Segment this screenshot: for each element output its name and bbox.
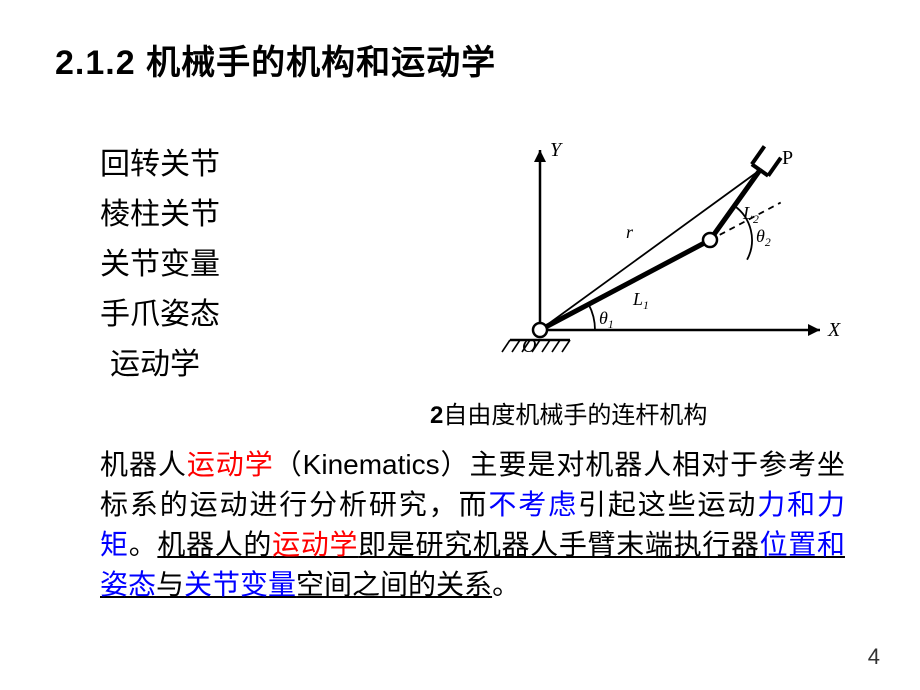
u-text: 与 [156,570,184,601]
svg-text:r: r [626,222,634,242]
kinematics-red-1: 运动学 [187,450,274,481]
u-text: 空间之间的关系 [296,570,492,601]
definition-underlined: 机器人的运动学即是研究机器人手臂末端执行器位置和姿态与关节变量空间之间的关系 [100,530,845,601]
page-number: 4 [868,644,880,670]
joint-var-blue: 关节变量 [184,570,296,601]
svg-text:O: O [522,335,536,357]
svg-text:θ2: θ2 [756,226,771,249]
svg-text:L1: L1 [632,289,649,312]
svg-text:X: X [827,319,841,341]
linkage-diagram: XYOrL1L2θ1θ2P [420,130,880,380]
kinematics-latin: （Kinematics） [274,449,470,480]
u-text: 即是研究机器人手臂末端执行器 [358,530,759,561]
term-gripper-pose: 手爪姿态 [100,290,220,340]
term-list: 回转关节 棱柱关节 关节变量 手爪姿态 运动学 [100,140,220,390]
term-kinematics: 运动学 [100,340,220,390]
caption-number: 2 [430,402,443,429]
svg-text:Y: Y [550,139,563,161]
term-revolute-joint: 回转关节 [100,140,220,190]
svg-text:θ1: θ1 [599,308,614,331]
body-paragraph: 机器人运动学（Kinematics）主要是对机器人相对于参考坐标系的运动进行分析… [100,445,845,606]
svg-text:P: P [782,147,793,169]
diagram-caption: 2自由度机械手的连杆机构 [430,395,707,430]
ignore-blue: 不考虑 [488,490,578,521]
body-text: 。 [129,530,158,561]
section-title: 2.1.2 机械手的机构和运动学 [55,35,496,84]
u-text: 机器人的 [157,530,272,561]
term-prismatic-joint: 棱柱关节 [100,190,220,240]
body-text: 机器人 [100,450,187,481]
caption-text: 自由度机械手的连杆机构 [443,402,707,429]
kinematics-red-2: 运动学 [272,530,358,561]
term-joint-variable: 关节变量 [100,240,220,290]
body-text: 。 [492,570,520,601]
body-text: 引起这些运动 [578,490,757,521]
